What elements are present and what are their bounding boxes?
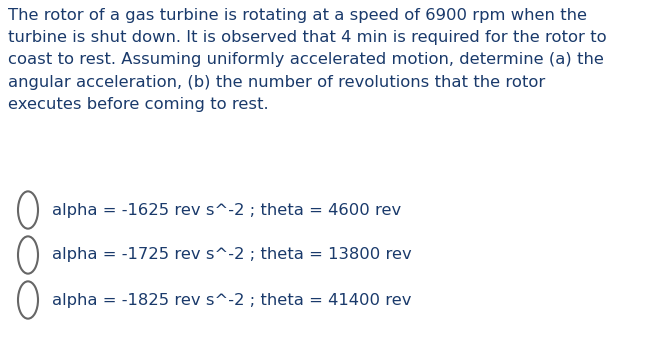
Text: alpha = -1625 rev s^-2 ; theta = 4600 rev: alpha = -1625 rev s^-2 ; theta = 4600 re… bbox=[52, 202, 401, 217]
Text: The rotor of a gas turbine is rotating at a speed of 6900 rpm when the
turbine i: The rotor of a gas turbine is rotating a… bbox=[8, 8, 607, 112]
Text: alpha = -1725 rev s^-2 ; theta = 13800 rev: alpha = -1725 rev s^-2 ; theta = 13800 r… bbox=[52, 247, 412, 263]
Text: alpha = -1825 rev s^-2 ; theta = 41400 rev: alpha = -1825 rev s^-2 ; theta = 41400 r… bbox=[52, 292, 411, 308]
